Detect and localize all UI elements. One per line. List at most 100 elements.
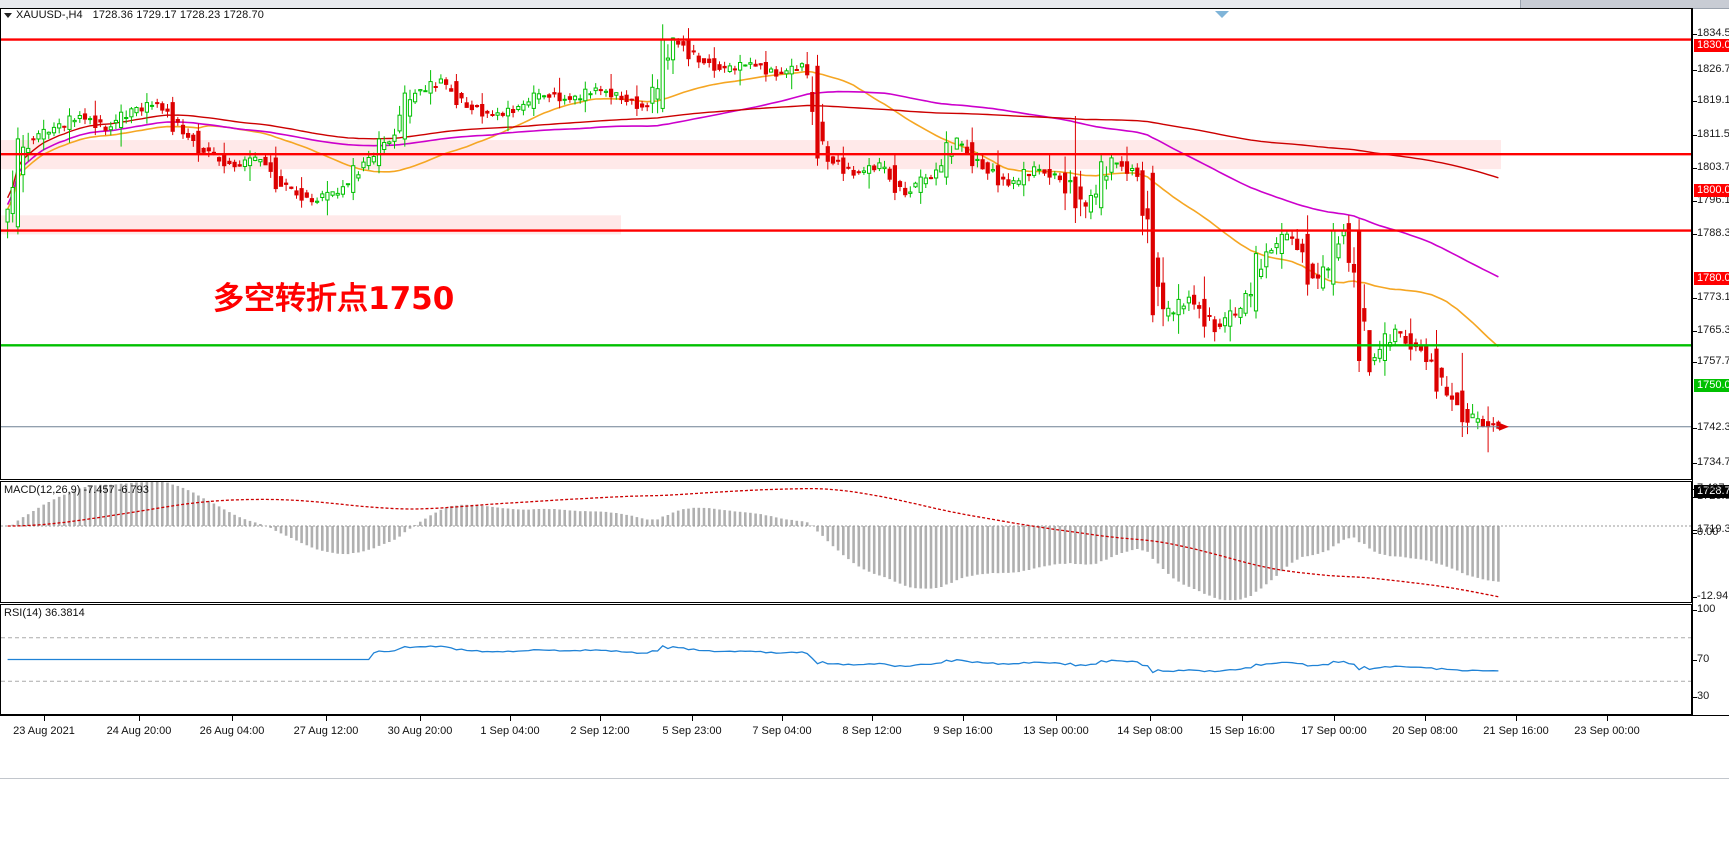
macd-pane[interactable] xyxy=(0,481,1692,603)
candle-body xyxy=(1202,298,1207,327)
candle-body xyxy=(1047,169,1052,178)
candle-body xyxy=(521,103,526,111)
candle-body xyxy=(1109,157,1114,173)
axis-tick xyxy=(1693,135,1697,136)
candle-body xyxy=(165,108,170,112)
time-tick xyxy=(232,716,233,721)
candle-body xyxy=(1475,418,1480,423)
pane-collapse-icon[interactable] xyxy=(1215,11,1229,18)
price-level-label: 1800.00 xyxy=(1694,184,1729,197)
candle-body xyxy=(645,105,650,108)
candle-body xyxy=(227,160,232,165)
candle-body xyxy=(985,162,990,174)
candle-body xyxy=(676,40,681,45)
candle-body xyxy=(588,93,593,96)
candle-body xyxy=(351,165,356,193)
candle-body xyxy=(743,64,748,67)
candle-body xyxy=(1099,161,1104,209)
candle-body xyxy=(196,130,201,155)
candle-body xyxy=(222,153,227,167)
time-axis-label: 27 Aug 12:00 xyxy=(293,725,359,737)
candle-body xyxy=(46,131,51,135)
scrollbar-thumb[interactable] xyxy=(0,0,1521,8)
candle-body xyxy=(1470,413,1475,419)
bottom-panel xyxy=(0,742,1729,842)
candle-body xyxy=(1403,336,1408,344)
candle-body xyxy=(1073,176,1078,209)
candle-body xyxy=(149,104,155,107)
candle-body xyxy=(206,147,211,152)
candle-body xyxy=(799,63,805,68)
candle-body xyxy=(1284,233,1290,241)
candle-body xyxy=(846,166,851,169)
candle-body xyxy=(1362,308,1367,322)
candle-body xyxy=(903,187,908,196)
candle-body xyxy=(1305,233,1310,285)
candle-body xyxy=(418,89,423,92)
candle-body xyxy=(1238,307,1243,318)
candle-body xyxy=(696,55,701,63)
candle-body xyxy=(872,165,877,171)
candle-body xyxy=(557,92,562,102)
candle-body xyxy=(815,65,820,159)
candle-body xyxy=(918,176,923,193)
candle-body xyxy=(1166,307,1171,317)
rsi-axis-label: 100 xyxy=(1697,603,1716,615)
candle-body xyxy=(1372,357,1377,362)
rsi-pane[interactable] xyxy=(0,604,1692,715)
candle-body xyxy=(1429,359,1434,362)
candle-body xyxy=(1176,298,1181,316)
candle-body xyxy=(320,193,325,198)
candle-body xyxy=(1480,419,1486,427)
candle-body xyxy=(691,50,696,53)
candle-body xyxy=(1135,167,1140,177)
candle-body xyxy=(655,88,660,100)
candle-body xyxy=(1310,263,1315,279)
candle-body xyxy=(304,192,309,198)
axis-tick xyxy=(1693,610,1697,611)
candle-body xyxy=(1320,266,1326,289)
candle-body xyxy=(1083,202,1088,207)
candle-body xyxy=(428,81,433,94)
price-pane[interactable] xyxy=(0,8,1692,480)
candle-body xyxy=(1145,208,1150,220)
candle-body xyxy=(284,182,289,185)
candle-body xyxy=(1042,169,1047,174)
candle-body xyxy=(93,115,98,128)
price-axis-label: 1719.30 xyxy=(1697,523,1729,535)
candle-body xyxy=(1140,170,1145,216)
candle-body xyxy=(887,168,892,180)
candle-body xyxy=(516,106,521,110)
candle-body xyxy=(923,177,928,185)
candle-body xyxy=(934,169,939,179)
candle-body xyxy=(732,68,737,71)
candle-body xyxy=(1078,186,1083,200)
candle-body xyxy=(15,138,21,228)
ohlc-values: 1728.36 1729.17 1728.23 1728.70 xyxy=(92,9,264,21)
candle-body xyxy=(567,96,572,100)
candle-body xyxy=(794,69,799,71)
candle-body xyxy=(1124,161,1130,174)
candle-body xyxy=(810,92,815,112)
candle-body xyxy=(1026,173,1032,177)
candle-body xyxy=(258,159,263,163)
candle-body xyxy=(397,114,402,132)
candle-body xyxy=(108,126,113,131)
axis-tick xyxy=(1693,463,1697,464)
time-axis[interactable]: 23 Aug 2021 24 Aug 20:00 26 Aug 04:00 27 Au… xyxy=(0,715,1729,742)
candle-body xyxy=(21,146,26,176)
chevron-down-icon[interactable] xyxy=(4,12,12,18)
candle-body xyxy=(1057,175,1063,181)
candle-body xyxy=(609,88,614,98)
candle-body xyxy=(67,115,72,130)
candle-body xyxy=(82,113,88,120)
candle-body xyxy=(897,181,903,188)
candle-body xyxy=(454,81,459,105)
candle-body xyxy=(77,115,82,119)
candle-body xyxy=(1207,315,1212,317)
candle-body xyxy=(485,110,490,114)
macd-title: MACD(12,26,9) -7.457 -6.793 xyxy=(4,484,149,496)
candle-body xyxy=(1032,166,1037,176)
candle-body xyxy=(299,188,304,201)
candle-body xyxy=(480,104,485,117)
